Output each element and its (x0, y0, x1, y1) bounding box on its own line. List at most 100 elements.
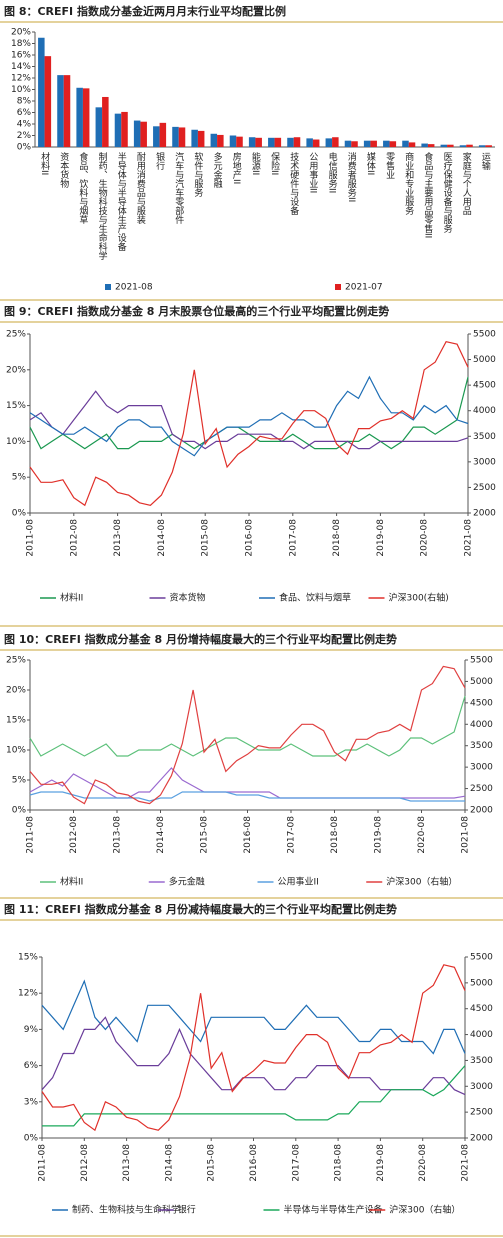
bar (459, 145, 467, 147)
bar (172, 126, 179, 147)
y2-tick-label: 5000 (470, 677, 493, 687)
series-line (41, 964, 466, 1132)
x-tick-label: 2019-08 (376, 1144, 386, 1182)
bar (255, 137, 262, 147)
x-tick-label: 2013-08 (113, 519, 123, 557)
y2-tick-label: 4500 (470, 1004, 493, 1014)
y-tick-label: 25% (6, 330, 26, 340)
bar (57, 75, 64, 147)
y-tick-label: 9% (24, 1025, 39, 1035)
y2-tick-label: 2000 (470, 806, 493, 816)
legend-label: 食品、饮料与烟草 (279, 592, 351, 604)
x-tick-label: 2021-08 (461, 1144, 471, 1182)
y-tick-label: 15% (6, 716, 26, 726)
x-tick-label: 房地产II (231, 151, 242, 184)
bar (114, 113, 122, 147)
x-tick-label: 2013-08 (113, 816, 123, 854)
x-tick-label: 公用事业II (307, 152, 318, 193)
x-tick-label: 2018-08 (332, 519, 342, 557)
bar (466, 144, 473, 147)
y-tick-label: 0% (12, 509, 27, 519)
legend-label: 资本货物 (170, 592, 206, 604)
y-tick-label: 6% (24, 1061, 39, 1071)
bar (332, 137, 339, 147)
legend-swatch (335, 284, 341, 290)
y2-tick-label: 2500 (470, 1108, 493, 1118)
legend-label: 多元金融 (169, 876, 205, 888)
y2-tick-label: 2000 (473, 509, 496, 519)
bar (159, 122, 167, 147)
x-tick-label: 2012-08 (69, 816, 79, 854)
bar (383, 140, 390, 147)
x-tick-label: 2014-08 (164, 1144, 174, 1182)
y-tick-label: 0% (12, 806, 27, 816)
y-tick-label: 25% (6, 656, 26, 666)
y-tick-label: 20% (6, 365, 26, 375)
x-tick-label: 汽车与汽车零部件 (173, 151, 184, 225)
y2-tick-label: 2000 (470, 1134, 493, 1144)
y2-tick-label: 4000 (470, 720, 493, 730)
y2-tick-label: 3000 (470, 1082, 493, 1092)
y-tick-label: 5% (12, 776, 27, 786)
x-tick-label: 2018-08 (330, 816, 340, 854)
y2-tick-label: 5500 (470, 953, 493, 963)
bar (197, 130, 205, 147)
bar (178, 127, 186, 147)
y-tick-label: 18% (11, 39, 31, 49)
legend-label: 银行 (178, 1204, 196, 1216)
bar (440, 144, 448, 147)
x-tick-label: 2020-08 (418, 1144, 428, 1182)
bar (478, 145, 486, 147)
y-tick-label: 10% (11, 85, 31, 95)
bar (63, 75, 71, 147)
x-tick-label: 保险II (269, 151, 280, 175)
y-tick-label: 14% (11, 62, 31, 72)
legend-label: 沪深300(右轴) (389, 592, 449, 604)
x-tick-label: 商业和专业服务 (403, 151, 414, 216)
bar (363, 140, 371, 147)
x-tick-label: 食品与主要用品零售II (422, 151, 433, 238)
y-tick-label: 10% (6, 437, 26, 447)
bar (427, 144, 435, 147)
x-tick-label: 材料II (39, 151, 50, 175)
bar (312, 139, 320, 147)
y-tick-label: 12% (11, 74, 31, 84)
legend-label: 公用事业II (278, 876, 319, 888)
y2-tick-label: 3500 (470, 1056, 493, 1066)
y-tick-label: 3% (24, 1097, 39, 1107)
x-tick-label: 2015-08 (200, 816, 210, 854)
x-tick-label: 2016-08 (245, 519, 255, 557)
bar (210, 133, 218, 147)
legend-label: 材料II (60, 876, 83, 888)
x-tick-label: 半导体与半导体生产设备 (116, 151, 127, 251)
y-tick-label: 6% (17, 108, 32, 118)
y-tick-label: 20% (6, 686, 26, 696)
series-line (29, 390, 469, 450)
x-tick-label: 软件与服务 (192, 151, 203, 198)
x-tick-label: 2017-08 (287, 816, 297, 854)
x-tick-label: 零售业 (384, 152, 395, 179)
bar (421, 143, 428, 147)
x-tick-label: 耐用消费品与服装 (135, 151, 146, 225)
bar (248, 137, 256, 147)
chart-title: 图 10：CREFI 指数成分基金 8 月份增持幅度最大的三个行业平均配置比例走… (4, 632, 397, 646)
x-tick-label: 消费者服务II (346, 151, 357, 202)
x-tick-label: 2020-08 (417, 816, 427, 854)
x-tick-label: 2012-08 (80, 1144, 90, 1182)
x-tick-label: 2013-08 (122, 1144, 132, 1182)
y2-tick-label: 3000 (473, 457, 496, 467)
y2-tick-label: 2500 (473, 483, 496, 493)
y2-tick-label: 5500 (473, 330, 496, 340)
y-tick-label: 8% (17, 97, 32, 107)
x-tick-label: 2016-08 (243, 816, 253, 854)
bar (38, 37, 45, 147)
x-tick-label: 2011-08 (26, 816, 36, 854)
y-tick-label: 2% (17, 131, 32, 141)
series-line (29, 341, 469, 507)
x-tick-label: 2019-08 (376, 519, 386, 557)
y2-tick-label: 4500 (470, 698, 493, 708)
x-tick-label: 2012-08 (69, 519, 79, 557)
x-tick-label: 2018-08 (334, 1144, 344, 1182)
y-tick-label: 0% (24, 1134, 39, 1144)
bar (140, 121, 147, 147)
